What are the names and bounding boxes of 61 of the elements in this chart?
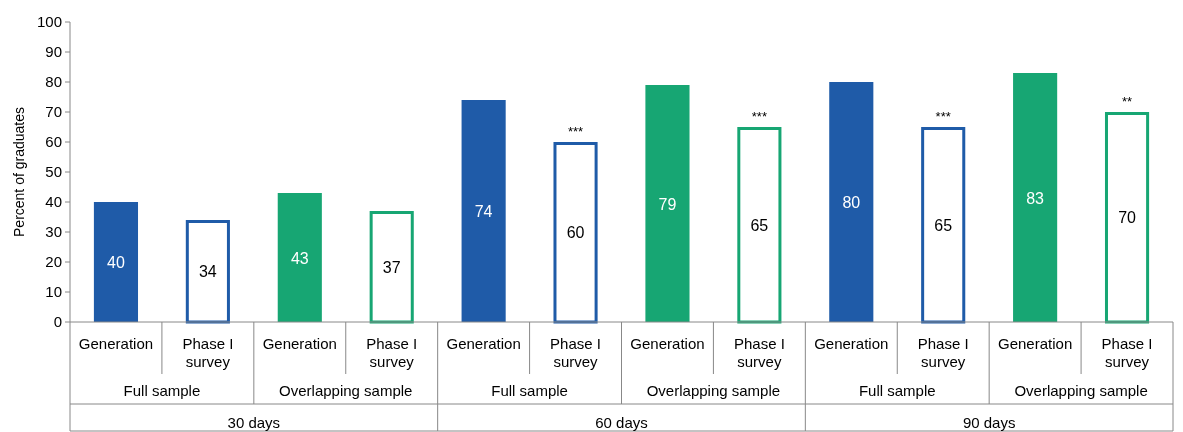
x-tick-label: Phase I survey <box>917 335 969 370</box>
data-label: 79 <box>658 195 677 213</box>
bar <box>461 100 506 322</box>
x-tick-label: Generation <box>446 335 521 352</box>
bar <box>1104 112 1150 324</box>
bar <box>369 211 414 324</box>
data-label: 65 <box>934 216 953 234</box>
y-tick-label: 30 <box>45 223 62 240</box>
data-label: 43 <box>290 249 309 267</box>
y-tick-label: 60 <box>45 133 62 150</box>
bar <box>553 142 598 324</box>
text: 30 days <box>227 414 281 431</box>
bar <box>277 193 322 322</box>
data-label: 60 <box>566 224 585 241</box>
data-label: 37 <box>382 258 401 276</box>
annotation: *** <box>567 124 584 139</box>
text: Full sample <box>123 382 201 399</box>
y-tick-label: 40 <box>45 193 62 210</box>
bar <box>645 85 690 322</box>
text: 90 days <box>962 414 1016 431</box>
text: Full sample <box>858 382 936 399</box>
y-tick-label: 0 <box>53 313 62 330</box>
x-tick-label: Phase I survey <box>366 335 418 370</box>
bar <box>921 127 966 324</box>
y-tick-label: 10 <box>45 283 62 300</box>
x-tick-label: Generation <box>630 335 705 352</box>
data-label: 70 <box>1118 209 1137 226</box>
data-label: 80 <box>842 194 861 211</box>
data-label: 65 <box>750 216 769 234</box>
x-tick-label: Phase I survey <box>550 335 601 370</box>
x-tick-label: Phase I survey <box>182 335 234 370</box>
y-tick-label: 100 <box>36 13 62 30</box>
y-axis-title: Percent of graduates <box>11 107 27 237</box>
y-tick-label: 50 <box>45 163 62 180</box>
annotation: *** <box>935 109 951 124</box>
bar <box>93 202 139 322</box>
x-tick-label: Generation <box>814 335 889 352</box>
data-label: 40 <box>107 254 125 271</box>
bar <box>829 82 874 322</box>
annotation: *** <box>751 109 767 124</box>
data-label: 74 <box>474 203 493 220</box>
x-tick-label: Generation <box>262 335 337 352</box>
y-tick-label: 80 <box>45 73 62 90</box>
x-tick-label: Phase I survey <box>733 335 785 370</box>
text: 60 days <box>595 414 648 431</box>
x-tick-label: Generation <box>998 335 1073 352</box>
y-tick-label: 20 <box>45 253 62 270</box>
bar <box>1013 73 1058 322</box>
bar <box>185 220 230 324</box>
text: Overlapping sample <box>279 382 413 399</box>
y-tick-label: 70 <box>45 103 62 120</box>
bar <box>737 127 782 324</box>
data-label: 34 <box>198 263 217 280</box>
annotation: ** <box>1121 94 1133 109</box>
y-tick-label: 90 <box>45 43 62 60</box>
text: Full sample <box>491 382 568 399</box>
data-label: 83 <box>1026 189 1045 207</box>
text: Overlapping sample <box>646 382 781 399</box>
x-tick-label: Phase I survey <box>1101 335 1153 370</box>
text: Overlapping sample <box>1014 382 1148 399</box>
x-tick-label: Generation <box>78 335 154 352</box>
